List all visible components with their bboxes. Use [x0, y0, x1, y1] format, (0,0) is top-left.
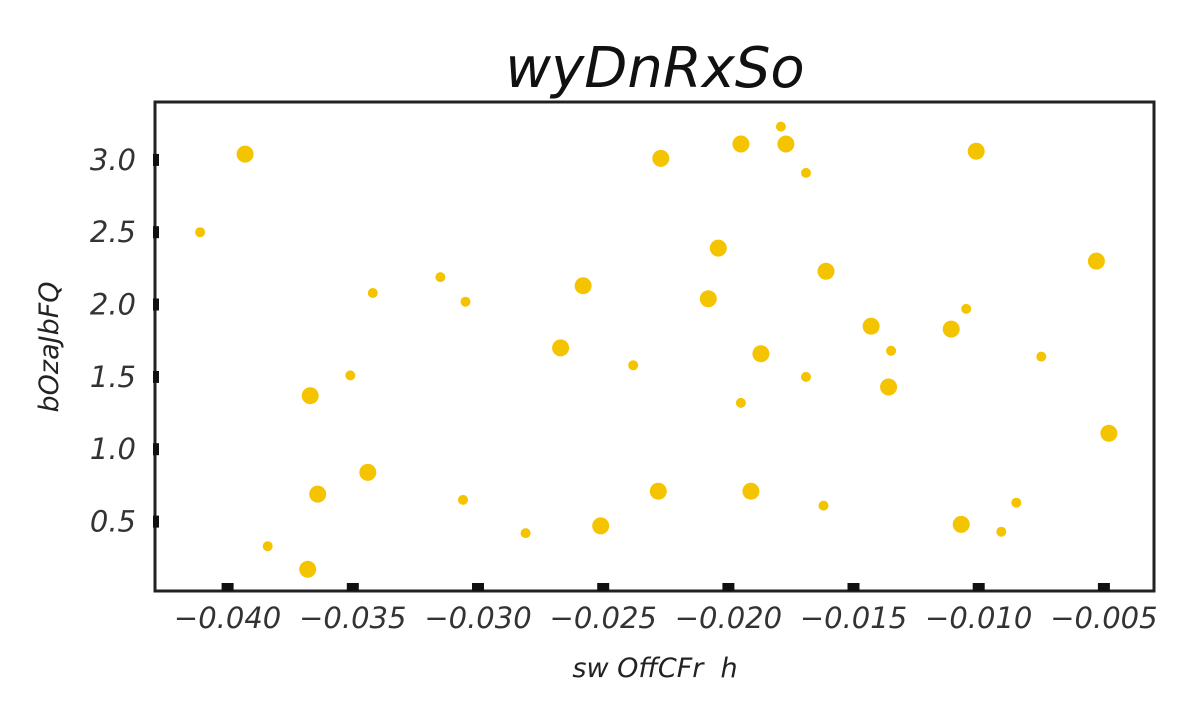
y-tick-label-4: 2.5: [90, 215, 136, 249]
data-point-36: [961, 303, 972, 314]
data-point-9: [435, 272, 446, 283]
data-point-13: [552, 339, 570, 357]
x-tick-label-1: −0.035: [299, 601, 406, 635]
data-point-25: [775, 121, 786, 132]
y-tick-mark-4: [153, 226, 159, 239]
data-point-23: [742, 482, 760, 500]
data-point-27: [801, 167, 811, 178]
x-tick-mark-6: [972, 583, 985, 591]
data-point-42: [1100, 424, 1118, 442]
x-tick-label-4: −0.020: [675, 601, 782, 635]
y-tick-label-5: 3.0: [90, 143, 136, 177]
data-point-10: [458, 494, 468, 505]
x-axis-ticks: −0.040 −0.035 −0.030 −0.025 −0.020 −0.015 −0.0…: [174, 583, 1158, 635]
y-axis-ticks: 0.5 1.0 1.5 2.0 2.5 3.0: [90, 143, 159, 539]
x-tick-label-2: −0.030: [424, 601, 531, 635]
data-point-24: [752, 345, 770, 363]
data-point-31: [862, 317, 880, 335]
x-tick-mark-5: [847, 583, 860, 591]
data-point-18: [649, 482, 667, 500]
data-point-21: [732, 135, 750, 153]
x-tick-label-7: −0.005: [1050, 601, 1157, 635]
data-point-6: [345, 370, 356, 381]
data-point-7: [359, 463, 377, 481]
data-point-22: [735, 397, 746, 408]
data-point-41: [1087, 252, 1105, 270]
data-point-5: [309, 485, 327, 503]
plot-frame: [153, 100, 1156, 593]
data-point-20: [709, 239, 727, 257]
data-point-34: [942, 320, 960, 338]
chart-title: wyDnRxSo: [505, 36, 804, 101]
x-tick-label-6: −0.010: [925, 601, 1032, 635]
y-tick-label-1: 1.0: [90, 432, 136, 466]
data-point-26: [777, 135, 795, 153]
x-tick-mark-1: [346, 583, 359, 591]
y-tick-mark-0: [153, 515, 159, 528]
y-axis-label: bOzaJbFQ: [34, 282, 65, 413]
data-point-30: [818, 500, 829, 511]
data-point-39: [1011, 497, 1022, 508]
data-point-11: [460, 296, 471, 307]
data-point-28: [801, 371, 811, 382]
data-point-1: [195, 227, 206, 238]
data-point-0: [236, 145, 254, 163]
data-point-14: [574, 277, 592, 295]
data-point-19: [699, 290, 717, 308]
data-points: [195, 121, 1118, 578]
data-point-3: [299, 560, 317, 578]
x-tick-mark-7: [1097, 583, 1110, 591]
data-point-16: [628, 360, 639, 371]
y-tick-mark-2: [153, 370, 159, 383]
data-point-29: [817, 262, 835, 280]
y-tick-label-2: 1.5: [90, 360, 136, 394]
data-point-37: [967, 142, 985, 160]
y-tick-mark-5: [153, 153, 159, 166]
x-tick-mark-3: [597, 583, 610, 591]
y-tick-label-0: 0.5: [90, 505, 136, 539]
x-tick-label-5: −0.015: [800, 601, 907, 635]
y-tick-mark-1: [153, 443, 159, 456]
data-point-38: [996, 526, 1007, 537]
data-point-4: [301, 387, 319, 405]
data-point-32: [880, 378, 898, 396]
data-point-2: [262, 541, 273, 552]
data-point-33: [886, 345, 897, 356]
data-point-12: [520, 528, 531, 539]
data-point-17: [652, 149, 670, 167]
x-tick-mark-4: [722, 583, 735, 591]
data-point-15: [592, 517, 610, 535]
x-tick-label-3: −0.025: [550, 601, 657, 635]
x-tick-mark-2: [472, 583, 484, 591]
y-tick-label-3: 2.0: [90, 288, 136, 322]
data-point-8: [367, 288, 378, 298]
y-tick-mark-3: [153, 298, 159, 311]
data-point-40: [1036, 351, 1047, 362]
data-point-35: [952, 515, 970, 533]
x-axis-label: sw OffCFr h: [572, 653, 737, 684]
x-tick-mark-0: [221, 583, 234, 591]
x-tick-label-0: −0.040: [174, 601, 281, 635]
